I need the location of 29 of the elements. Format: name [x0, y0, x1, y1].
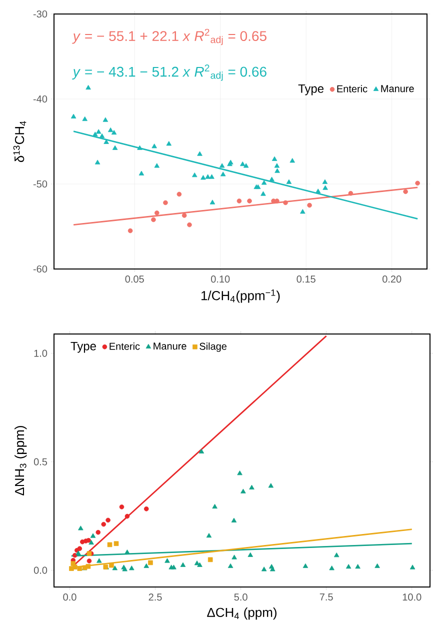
legend-label: Enteric: [110, 342, 140, 350]
x-tick-label: 0.15: [296, 276, 316, 283]
x-tick-label: 0.20: [382, 276, 402, 283]
legend-label: Manure: [381, 85, 414, 92]
y-tick-label: -50: [33, 180, 48, 188]
x-tick-label: 5.0: [234, 594, 248, 601]
y-tick-label: -30: [33, 10, 48, 18]
annotation: y = − 43.1 − 51.2 x R$^{2}$$_{adj}$ = 0.66: [72, 64, 266, 81]
y-tick-label: 0.5: [34, 458, 47, 466]
x-tick-label: 2.5: [148, 594, 162, 601]
x-tick-label: 7.5: [320, 594, 333, 601]
x-tick-label: 0.05: [125, 276, 144, 283]
y-axis-title: δ$^{13}$CH$_{4}$: [13, 121, 26, 162]
x-tick-label: 0.10: [210, 276, 230, 283]
legend-label: Silage: [200, 342, 226, 352]
x-tick-label: 0.0: [63, 594, 76, 601]
legend-title: Type: [70, 342, 96, 353]
annotation: y = − 55.1 + 22.1 x R$^{2}$$_{adj}$ = 0.65: [72, 28, 266, 46]
y-tick-label: -40: [33, 95, 48, 103]
y-axis-title: ΔNH$_{3}$ (ppm): [14, 426, 27, 496]
x-axis-title: 1/CH$_{4}$(ppm$^{−1}$): [201, 289, 280, 303]
x-tick-label: 10.0: [402, 594, 422, 601]
legend-label: Manure: [154, 342, 186, 350]
y-tick-label: 0.0: [34, 566, 48, 574]
legend-title: Type: [298, 84, 324, 96]
legend-label: Enteric: [337, 85, 368, 92]
y-tick-label: -60: [33, 265, 48, 273]
y-tick-label: 1.0: [34, 350, 48, 357]
x-axis-title: ΔCH$_{4}$ (ppm): [207, 607, 276, 620]
